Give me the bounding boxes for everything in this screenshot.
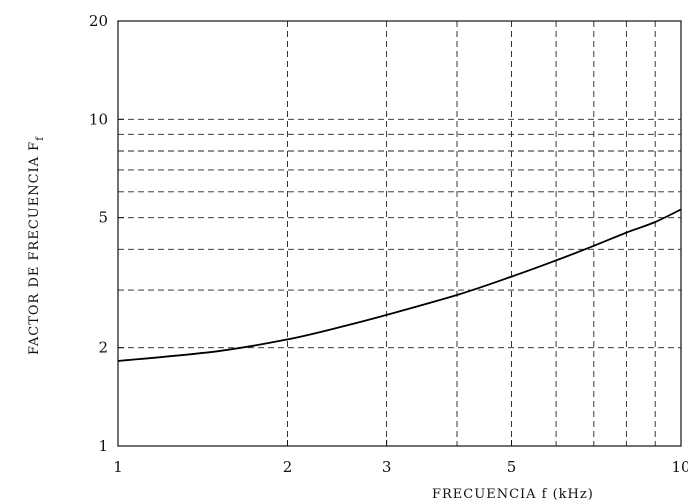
series-line-0 xyxy=(117,208,682,362)
y-tick-label-5: 5 xyxy=(98,209,108,227)
y-tick-labels: 1 2 5 10 20 xyxy=(89,12,124,455)
y-axis-label-subscript: f xyxy=(35,136,46,141)
x-tick-labels: 1 2 3 5 10 xyxy=(113,440,688,476)
y-axis-label-text: FACTOR DE FRECUENCIA F xyxy=(27,141,42,355)
x-tick-label-10: 10 xyxy=(671,458,688,476)
x-tick-label-3: 3 xyxy=(382,458,392,476)
y-axis-label: FACTOR DE FRECUENCIA Ff xyxy=(27,136,46,355)
series xyxy=(117,208,682,362)
y-tick-label-10: 10 xyxy=(89,110,108,128)
x-axis-label: FRECUENCIA f (kHz) xyxy=(432,487,594,502)
grid xyxy=(118,21,681,446)
x-tick-label-5: 5 xyxy=(507,458,517,476)
y-tick-label-1: 1 xyxy=(98,437,108,455)
x-tick-label-2: 2 xyxy=(283,458,293,476)
y-tick-label-20: 20 xyxy=(89,12,108,30)
y-tick-label-2: 2 xyxy=(98,339,108,357)
x-tick-label-1: 1 xyxy=(113,458,123,476)
plot-frame xyxy=(117,20,682,447)
